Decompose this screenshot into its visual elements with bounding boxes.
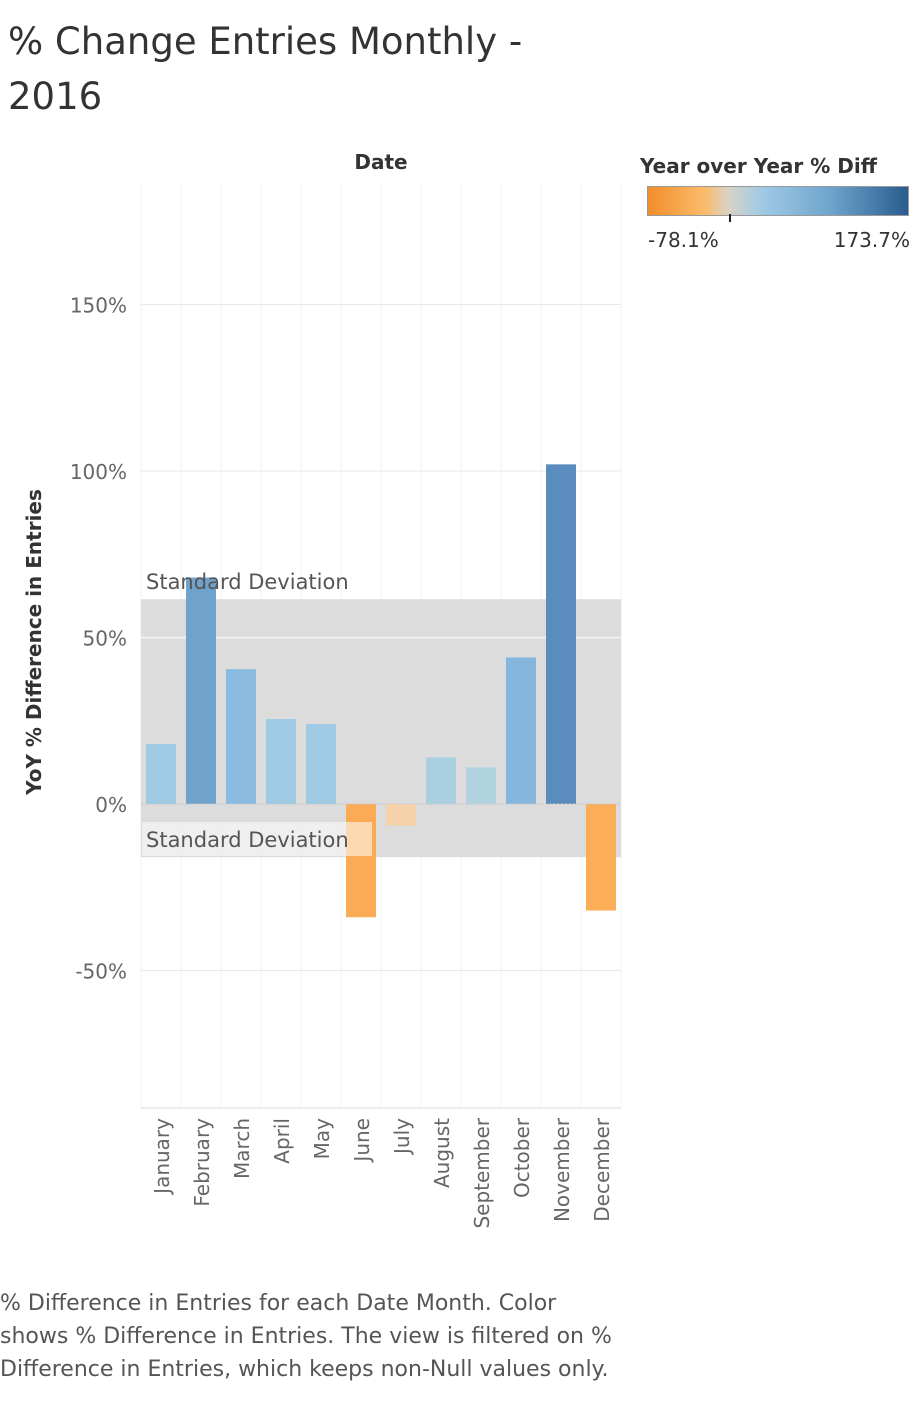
bar-august[interactable]	[426, 757, 456, 804]
x-tick-label: April	[270, 1118, 294, 1164]
x-tick-label: March	[230, 1118, 254, 1179]
chart-caption: % Difference in Entries for each Date Mo…	[0, 1287, 620, 1386]
y-tick-label: 150%	[70, 294, 127, 318]
x-tick-label: June	[350, 1118, 374, 1164]
y-tick-label: -50%	[75, 960, 127, 984]
bar-november[interactable]	[546, 464, 576, 804]
bar-july[interactable]	[386, 804, 416, 826]
bar-chart: 150% 100% 50% 0% -50% Standard Deviation Stand…	[0, 0, 920, 1280]
y-tick-label: 100%	[70, 460, 127, 484]
y-tick-label: 50%	[83, 627, 127, 651]
bar-january[interactable]	[146, 744, 176, 804]
x-tick-label: May	[310, 1118, 334, 1160]
x-tick-label: July	[390, 1118, 414, 1156]
x-tick-label: August	[430, 1118, 454, 1188]
bar-june[interactable]	[346, 804, 376, 917]
std-dev-label-top: Standard Deviation	[146, 570, 349, 594]
bar-september[interactable]	[466, 767, 496, 804]
x-tick-label: September	[470, 1117, 494, 1228]
x-tick-label: December	[590, 1117, 614, 1221]
bar-february[interactable]	[186, 578, 216, 804]
std-dev-label-bottom: Standard Deviation	[146, 828, 349, 852]
x-tick-label: January	[150, 1118, 174, 1196]
x-tick-label: November	[550, 1117, 574, 1222]
bar-april[interactable]	[266, 719, 296, 804]
bar-march[interactable]	[226, 669, 256, 804]
x-tick-label: February	[190, 1118, 214, 1207]
bar-december[interactable]	[586, 804, 616, 911]
x-tick-label: October	[510, 1117, 534, 1198]
bar-may[interactable]	[306, 724, 336, 804]
bar-october[interactable]	[506, 657, 536, 804]
y-tick-label: 0%	[95, 793, 127, 817]
